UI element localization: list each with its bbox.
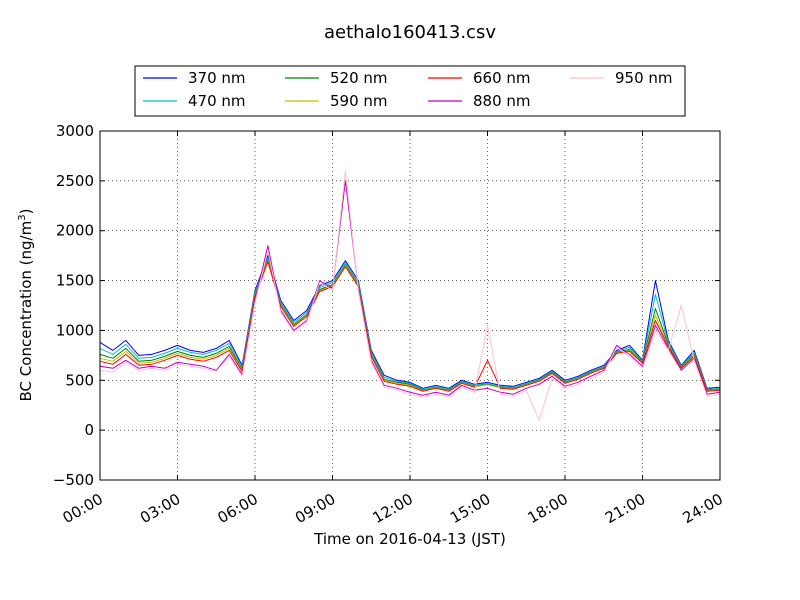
y-tick-label: 3000	[56, 122, 94, 140]
series-line-470-nm	[99, 257, 721, 390]
legend-label: 370 nm	[188, 69, 246, 87]
y-tick-label: 2000	[56, 222, 94, 240]
legend-label: 950 nm	[615, 69, 673, 87]
y-tick-label: 0	[84, 421, 94, 439]
legend-box	[134, 65, 686, 117]
y-axis-label: BC Concentration (ng/m3)	[17, 209, 35, 402]
legend-label: 520 nm	[330, 69, 388, 87]
legend: 370 nm 470 nm 520 nm 590 nm 660 nm 880 nm 950 …	[134, 65, 686, 117]
y-tick-label: 1000	[56, 321, 94, 339]
series-line-950-nm	[99, 170, 721, 421]
series-line-660-nm	[99, 261, 721, 392]
grid	[100, 131, 720, 480]
legend-label: 880 nm	[473, 92, 531, 110]
legend-label: 660 nm	[473, 69, 531, 87]
legend-label: 470 nm	[188, 92, 246, 110]
y-axis-label-main: BC Concentration (ng/m	[17, 221, 35, 402]
y-axis-label-superscript: 3	[17, 214, 28, 220]
y-tick-label: 1500	[56, 272, 94, 290]
series-line-880-nm	[99, 180, 721, 396]
y-tick-label: −500	[53, 471, 94, 489]
chart-title: aethalo160413.csv	[324, 22, 496, 43]
legend-label: 590 nm	[330, 92, 388, 110]
series-line-370-nm	[99, 255, 721, 389]
y-tick-label: 500	[65, 371, 94, 389]
y-axis-label-end: )	[17, 209, 35, 215]
y-tick-label: 2500	[56, 172, 94, 190]
plot-area	[99, 170, 721, 421]
x-axis-label: Time on 2016-04-13 (JST)	[313, 530, 506, 548]
